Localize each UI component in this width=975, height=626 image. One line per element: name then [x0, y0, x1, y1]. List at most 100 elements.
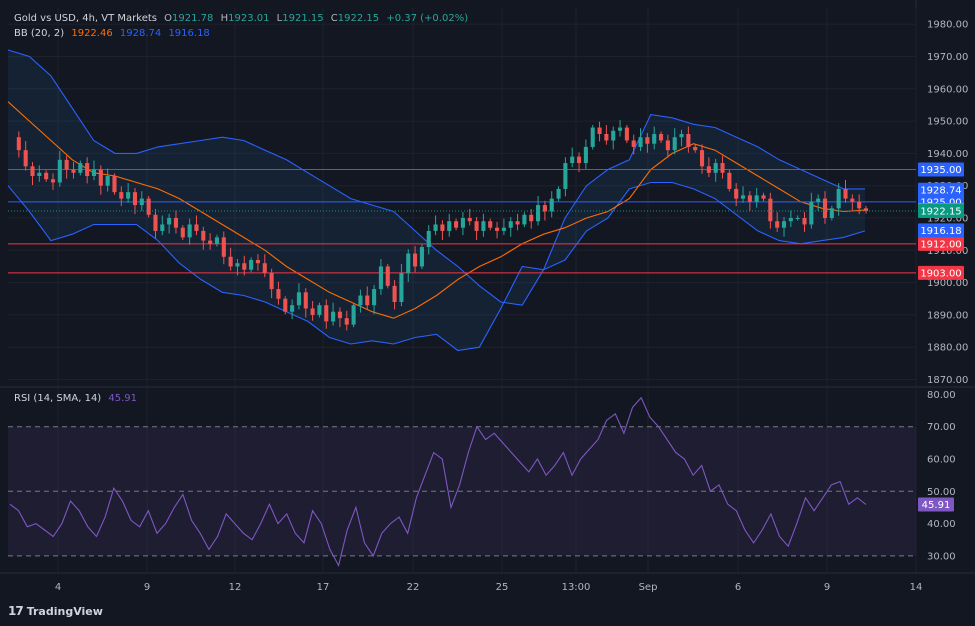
candle-body[interactable]: [720, 163, 725, 173]
candle-body[interactable]: [515, 221, 520, 225]
candle-body[interactable]: [802, 218, 807, 225]
rsi-line[interactable]: [9, 396, 867, 568]
candle-body[interactable]: [440, 224, 445, 231]
bb-legend[interactable]: BB (20, 2) 1922.46 1928.74 1916.18: [14, 28, 214, 39]
candle-body[interactable]: [146, 198, 151, 215]
candle-body[interactable]: [105, 176, 110, 186]
bollinger-lower-line[interactable]: [7, 181, 866, 352]
candle-body[interactable]: [303, 292, 308, 309]
candle-body[interactable]: [358, 295, 363, 306]
candle-body[interactable]: [187, 224, 192, 238]
candle-body[interactable]: [262, 263, 267, 273]
candle-body[interactable]: [727, 172, 732, 189]
candle-body[interactable]: [16, 137, 21, 151]
candle-body[interactable]: [221, 237, 226, 257]
candle-body[interactable]: [795, 218, 800, 219]
price-badge[interactable]: [918, 265, 964, 280]
tradingview-logo[interactable]: 17 TradingView: [8, 604, 103, 618]
candle-body[interactable]: [296, 292, 301, 306]
candle-body[interactable]: [788, 218, 793, 222]
candle-body[interactable]: [112, 176, 117, 193]
candle-body[interactable]: [713, 163, 718, 173]
candle-body[interactable]: [822, 198, 828, 218]
candle-body[interactable]: [344, 318, 349, 325]
candle-body[interactable]: [426, 230, 431, 248]
candle-body[interactable]: [768, 198, 773, 222]
candle-body[interactable]: [242, 263, 247, 270]
candle-body[interactable]: [747, 195, 752, 202]
candle-body[interactable]: [269, 272, 274, 290]
candle-body[interactable]: [180, 227, 185, 238]
candle-body[interactable]: [686, 134, 691, 147]
price-badge[interactable]: [918, 204, 964, 219]
candle-body[interactable]: [249, 260, 254, 270]
bollinger-upper-line[interactable]: [7, 49, 865, 306]
candle-body[interactable]: [337, 311, 342, 319]
rsi-legend[interactable]: RSI (14, SMA, 14) 45.91: [14, 393, 141, 404]
rsi-pane[interactable]: 30.00 40.00 50.00 60.00 70.00 80.00 45.91: [0, 390, 975, 574]
candle-body[interactable]: [529, 214, 534, 222]
candle-body[interactable]: [119, 192, 124, 199]
time-axis[interactable]: 4 9 12 17 22 25 13:00 Sep 6 9 14: [55, 582, 923, 593]
candle-body[interactable]: [508, 221, 513, 228]
candle-body[interactable]: [652, 134, 657, 144]
candle-body[interactable]: [30, 166, 35, 176]
candle-body[interactable]: [850, 198, 855, 202]
candle-body[interactable]: [57, 159, 62, 183]
candle-body[interactable]: [816, 198, 821, 202]
candle-body[interactable]: [419, 247, 424, 267]
price-badge[interactable]: [918, 162, 964, 177]
candle-body[interactable]: [351, 305, 356, 325]
candle-body[interactable]: [495, 227, 500, 231]
candle-body[interactable]: [672, 137, 677, 151]
candle-body[interactable]: [50, 179, 56, 183]
candle-body[interactable]: [126, 192, 131, 199]
candle-body[interactable]: [173, 218, 179, 228]
candle-body[interactable]: [624, 127, 629, 141]
candle-body[interactable]: [761, 195, 766, 199]
candle-body[interactable]: [590, 127, 595, 147]
candle-body[interactable]: [829, 208, 834, 218]
candle-body[interactable]: [665, 140, 670, 151]
candle-body[interactable]: [392, 285, 397, 302]
candle-body[interactable]: [604, 134, 609, 141]
candle-body[interactable]: [385, 266, 390, 286]
bollinger-basis-line[interactable]: [7, 101, 866, 319]
candle-body[interactable]: [693, 146, 698, 151]
candle-body[interactable]: [310, 308, 315, 315]
candle-body[interactable]: [37, 172, 42, 176]
candle-body[interactable]: [454, 221, 459, 228]
candle-body[interactable]: [549, 198, 554, 212]
candle-body[interactable]: [706, 166, 711, 173]
candle-body[interactable]: [809, 201, 814, 225]
candle-body[interactable]: [153, 214, 158, 231]
candle-body[interactable]: [23, 150, 28, 167]
candle-body[interactable]: [139, 198, 144, 206]
candle-body[interactable]: [740, 195, 746, 199]
candle-body[interactable]: [836, 188, 841, 209]
candle-body[interactable]: [542, 205, 547, 212]
candle-body[interactable]: [522, 214, 527, 225]
candle-body[interactable]: [754, 195, 759, 202]
candle-body[interactable]: [577, 156, 582, 164]
price-pane[interactable]: 1870.00 1880.00 1890.00 1900.00 1910.00 1920.…: [0, 0, 975, 573]
candle-body[interactable]: [276, 289, 281, 299]
candle-body[interactable]: [433, 224, 438, 231]
candle-body[interactable]: [331, 311, 336, 322]
candle-body[interactable]: [365, 295, 370, 306]
candle-body[interactable]: [214, 237, 220, 244]
candle-body[interactable]: [775, 221, 780, 228]
candle-body[interactable]: [201, 230, 206, 241]
candle-body[interactable]: [536, 205, 541, 222]
candle-body[interactable]: [611, 130, 616, 141]
candle-body[interactable]: [208, 240, 213, 244]
candle-body[interactable]: [235, 263, 240, 267]
candle-body[interactable]: [556, 188, 561, 199]
candle-body[interactable]: [474, 221, 479, 231]
candle-body[interactable]: [283, 298, 288, 312]
candle-body[interactable]: [228, 256, 233, 267]
price-badge[interactable]: [918, 223, 964, 238]
candle-body[interactable]: [781, 221, 787, 228]
candle-body[interactable]: [481, 221, 486, 231]
